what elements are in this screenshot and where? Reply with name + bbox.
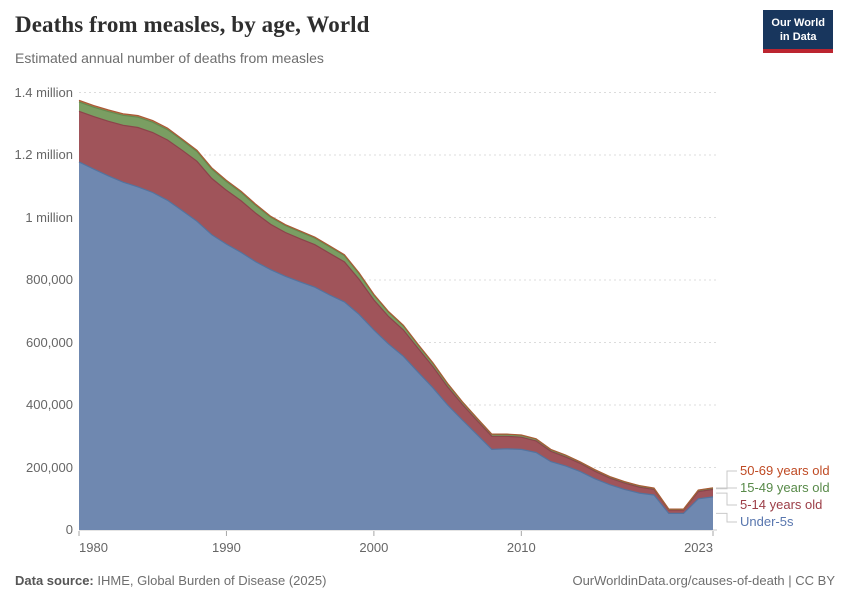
legend-label-15-49-years-old[interactable]: 15-49 years old: [740, 480, 830, 495]
y-axis-label: 600,000: [26, 334, 73, 350]
y-axis-label: 200,000: [26, 459, 73, 475]
y-axis-label: 400,000: [26, 397, 73, 412]
area-edge-under-5s: [78, 161, 714, 514]
area-edge-5-14-years-old: [78, 110, 714, 511]
legend-label-5-14-years-old[interactable]: 5-14 years old: [740, 497, 823, 512]
x-axis-label: 2000: [359, 540, 389, 555]
y-axis-label: 1 million: [25, 209, 73, 225]
legend-connector: [716, 492, 737, 506]
attribution-link[interactable]: OurWorldinData.org/causes-of-death | CC …: [572, 573, 835, 588]
data-source-text: IHME, Global Burden of Disease (2025): [97, 573, 327, 588]
owid-logo[interactable]: Our World in Data: [763, 10, 833, 53]
x-axis-label: 1980: [79, 540, 108, 555]
legend-connector: [716, 487, 737, 490]
area-edge-50-69-years-old: [78, 99, 714, 510]
y-axis-label: 1.4 million: [14, 84, 73, 100]
owid-logo-line2: in Data: [779, 31, 817, 44]
area-band-5-14-years-old[interactable]: [79, 111, 713, 514]
legend-connector: [716, 470, 737, 489]
data-source-label: Data source:: [15, 573, 94, 588]
legend-label-under-5s[interactable]: Under-5s: [740, 514, 794, 529]
chart-subtitle: Estimated annual number of deaths from m…: [15, 50, 324, 66]
data-source: Data source: IHME, Global Burden of Dise…: [15, 573, 326, 588]
page-title: Deaths from measles, by age, World: [15, 12, 370, 37]
owid-logo-line1: Our World: [771, 17, 825, 29]
area-band-under-5s[interactable]: [79, 161, 713, 530]
y-axis-label: 800,000: [26, 272, 73, 287]
x-axis-label: 2010: [506, 540, 536, 555]
legend-connector: [716, 512, 737, 523]
legend-label-50-69-years-old[interactable]: 50-69 years old: [740, 463, 830, 478]
x-axis-label: 2023: [684, 540, 713, 555]
x-axis-label: 1990: [211, 540, 241, 555]
y-axis-label: 1.2 million: [14, 147, 73, 162]
y-axis-label: 0: [65, 522, 73, 537]
